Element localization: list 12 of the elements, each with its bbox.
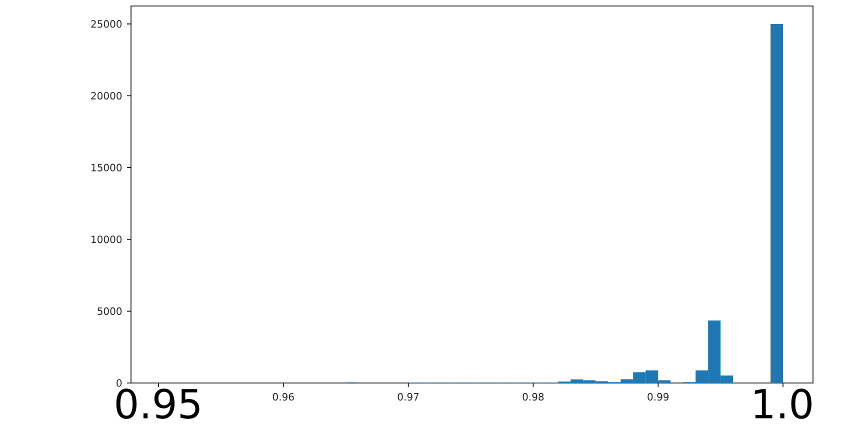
y-tick-label: 10000 — [92, 236, 122, 244]
x-tick-label: 0.99 — [648, 393, 669, 401]
x-tick-label: 0.96 — [272, 393, 294, 401]
y-tick-label: 0 — [116, 379, 122, 387]
y-tick-label: 20000 — [91, 92, 122, 100]
text: 1.0 — [754, 388, 812, 419]
y-tick-label: 25000 — [91, 20, 122, 28]
y-tick-label: 5000 — [98, 307, 122, 315]
y-tick-label: 15000 — [92, 164, 122, 172]
x-tick-label: 0.98 — [522, 393, 544, 401]
text: 0.95 — [116, 388, 200, 419]
x-tick-label: 0.97 — [398, 393, 419, 401]
